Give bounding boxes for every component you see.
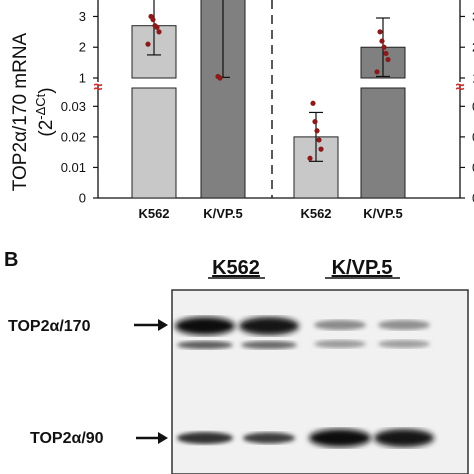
lane-label-kvp5: K/VP.5 — [332, 257, 393, 279]
point-g2-kvp5-1 — [385, 56, 391, 63]
band-170b-lane3 — [314, 340, 366, 348]
right-tick-label-0.01: 0.01 — [472, 160, 474, 175]
right-tick-label-0.02: 0.02 — [472, 129, 474, 144]
point-g1-k562-5 — [148, 13, 154, 20]
point-g1-k562-1 — [156, 29, 162, 35]
band-170-lane4 — [378, 320, 430, 330]
left-tick-label-0.03: 0.03 — [61, 99, 86, 114]
right-tick-label-1: 1 — [472, 71, 474, 86]
left-tick-label-1: 1 — [79, 71, 86, 86]
band-170-lane2 — [239, 317, 299, 335]
western-blot: B K562 K/VP.5 TOP2α/170 TOP2α/90 — [4, 249, 469, 474]
left-axis-break-mark: ≈ — [94, 79, 103, 96]
category-label-g2-k562: K562 — [300, 206, 331, 221]
right-axis-break-mark: ≈ — [456, 79, 465, 96]
axes: ≈1 2 3 0 0.01 0.02 0.03 ≈1 2 3 0 0.01 0.02 0.03 — [61, 0, 474, 206]
category-label-g1-kvp5: K/VP.5 — [203, 206, 243, 221]
panel-label: B — [4, 249, 18, 271]
lane-label-k562: K562 — [212, 257, 260, 279]
point-g2-k562-0 — [307, 155, 313, 161]
left-tick-label-3: 3 — [79, 9, 86, 24]
band-90-lane3 — [309, 429, 371, 447]
point-g2-kvp5-0 — [374, 69, 380, 75]
bar-g2-k562 — [293, 136, 339, 199]
y-axis-title-line1: TOP2α/170 mRNA — [10, 32, 31, 191]
point-g2-k562-4 — [312, 119, 318, 125]
left-tick-label-0: 0 — [79, 191, 86, 206]
band-170b-lane2 — [241, 341, 297, 349]
point-g1-k562-0 — [145, 41, 151, 47]
band-90-lane2 — [243, 432, 295, 444]
bars — [131, 0, 406, 199]
left-tick-label-2: 2 — [79, 40, 86, 55]
arrow-90-icon — [158, 432, 168, 444]
point-g2-kvp5-5 — [377, 29, 383, 35]
blot-membrane — [171, 289, 469, 474]
point-g2-k562-1 — [318, 146, 324, 152]
y-axis-title-line2: (2-ΔCt) — [33, 87, 57, 136]
band-90-lane1 — [177, 432, 233, 444]
right-tick-label-2: 2 — [472, 40, 474, 55]
right-tick-label-0: 0 — [472, 191, 474, 206]
category-label-g2-kvp5: K/VP.5 — [363, 206, 403, 221]
point-g2-k562-3 — [314, 128, 320, 134]
point-g2-kvp5-4 — [379, 38, 385, 44]
category-labels: K562 K/VP.5 K562 K/VP.5 — [138, 206, 402, 221]
band-90-lane4 — [374, 429, 434, 447]
mrna-bar-chart: TOP2α/170 mRNA (2-ΔCt) ≈1 2 3 0 0.01 0.02 0.03… — [10, 0, 474, 221]
band-170b-lane1 — [177, 341, 233, 349]
point-g2-k562-2 — [316, 137, 322, 143]
band-label-170: TOP2α/170 — [8, 318, 91, 335]
band-170-lane1 — [175, 317, 235, 335]
category-label-g1-k562: K562 — [138, 206, 169, 221]
bar-lower-g2-kvp5 — [360, 87, 406, 199]
band-label-90: TOP2α/90 — [30, 430, 104, 447]
band-170b-lane4 — [378, 340, 430, 348]
left-tick-label-0.02: 0.02 — [61, 129, 86, 144]
right-tick-label-0.03: 0.03 — [472, 99, 474, 114]
point-g1-k562-3 — [152, 23, 158, 29]
point-g2-kvp5-2 — [383, 50, 389, 56]
data-points — [145, 13, 391, 161]
point-g2-k562-5 — [310, 100, 316, 106]
point-g1-kvp5-6 — [215, 73, 221, 80]
right-tick-label-3: 3 — [472, 9, 474, 24]
arrow-170-icon — [158, 319, 168, 331]
left-tick-label-0.01: 0.01 — [61, 160, 86, 175]
y-axis-title: TOP2α/170 mRNA (2-ΔCt) — [10, 32, 57, 191]
band-170-lane3 — [314, 320, 366, 330]
point-g2-kvp5-3 — [381, 44, 387, 50]
bar-lower-g1-k562 — [131, 87, 177, 199]
